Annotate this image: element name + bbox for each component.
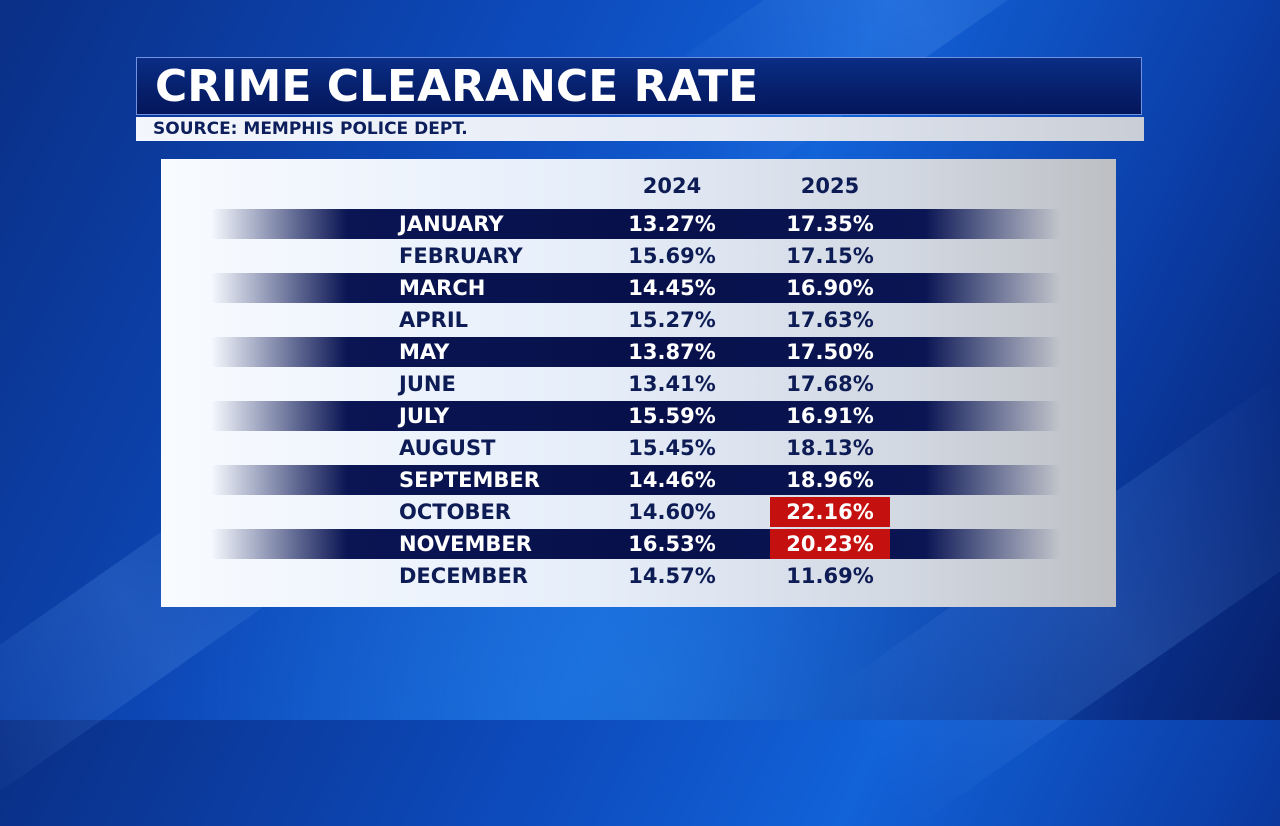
table-row: NOVEMBER 16.53% 20.23% [161, 529, 1116, 559]
table-row: MAY 13.87% 17.50% [161, 337, 1116, 367]
row-stripe [211, 337, 1061, 367]
row-stripe [211, 401, 1061, 431]
month-label: DECEMBER [399, 564, 528, 588]
value-2024: 13.27% [628, 212, 716, 236]
month-label: NOVEMBER [399, 532, 532, 556]
value-2025: 17.35% [786, 212, 874, 236]
table-row: JULY 15.59% 16.91% [161, 401, 1116, 431]
value-2024: 15.45% [628, 436, 716, 460]
value-2024: 14.46% [628, 468, 716, 492]
table-row: APRIL 15.27% 17.63% [161, 305, 1116, 335]
page-title: CRIME CLEARANCE RATE [155, 61, 759, 112]
table-row: FEBRUARY 15.69% 17.15% [161, 241, 1116, 271]
month-label: SEPTEMBER [399, 468, 540, 492]
month-label: JANUARY [399, 212, 504, 236]
month-label: FEBRUARY [399, 244, 523, 268]
month-label: JUNE [399, 372, 456, 396]
month-label: APRIL [399, 308, 469, 332]
month-label: MAY [399, 340, 450, 364]
month-label: OCTOBER [399, 500, 511, 524]
source-bar: SOURCE: MEMPHIS POLICE DEPT. [136, 117, 1144, 141]
value-2025: 16.90% [786, 276, 874, 300]
row-stripe [211, 529, 1061, 559]
value-2024: 14.45% [628, 276, 716, 300]
month-label: AUGUST [399, 436, 496, 460]
value-2025: 17.50% [786, 340, 874, 364]
table-row: JANUARY 13.27% 17.35% [161, 209, 1116, 239]
value-2024: 15.59% [628, 404, 716, 428]
value-2025: 11.69% [786, 564, 874, 588]
table-row: DECEMBER 14.57% 11.69% [161, 561, 1116, 591]
value-2024: 14.60% [628, 500, 716, 524]
value-2025: 18.96% [786, 468, 874, 492]
value-2025: 17.15% [786, 244, 874, 268]
column-header-2024: 2024 [642, 174, 702, 198]
value-2024: 15.27% [628, 308, 716, 332]
row-stripe [211, 465, 1061, 495]
value-2024: 15.69% [628, 244, 716, 268]
table-row: AUGUST 15.45% 18.13% [161, 433, 1116, 463]
source-label: SOURCE: MEMPHIS POLICE DEPT. [153, 119, 468, 139]
table-row: SEPTEMBER 14.46% 18.96% [161, 465, 1116, 495]
value-2024: 16.53% [628, 532, 716, 556]
value-2025-highlighted: 20.23% [770, 529, 890, 559]
title-bar: CRIME CLEARANCE RATE [136, 57, 1142, 115]
value-2025: 17.68% [786, 372, 874, 396]
value-2025: 16.91% [786, 404, 874, 428]
value-2025: 17.63% [786, 308, 874, 332]
value-2024: 14.57% [628, 564, 716, 588]
value-2025-highlighted: 22.16% [770, 497, 890, 527]
table-row: MARCH 14.45% 16.90% [161, 273, 1116, 303]
table-row: JUNE 13.41% 17.68% [161, 369, 1116, 399]
month-label: MARCH [399, 276, 486, 300]
column-header-2025: 2025 [800, 174, 860, 198]
value-2024: 13.41% [628, 372, 716, 396]
value-2024: 13.87% [628, 340, 716, 364]
row-stripe [211, 273, 1061, 303]
month-label: JULY [399, 404, 450, 428]
value-2025: 18.13% [786, 436, 874, 460]
row-stripe [211, 209, 1061, 239]
table-row: OCTOBER 14.60% 22.16% [161, 497, 1116, 527]
